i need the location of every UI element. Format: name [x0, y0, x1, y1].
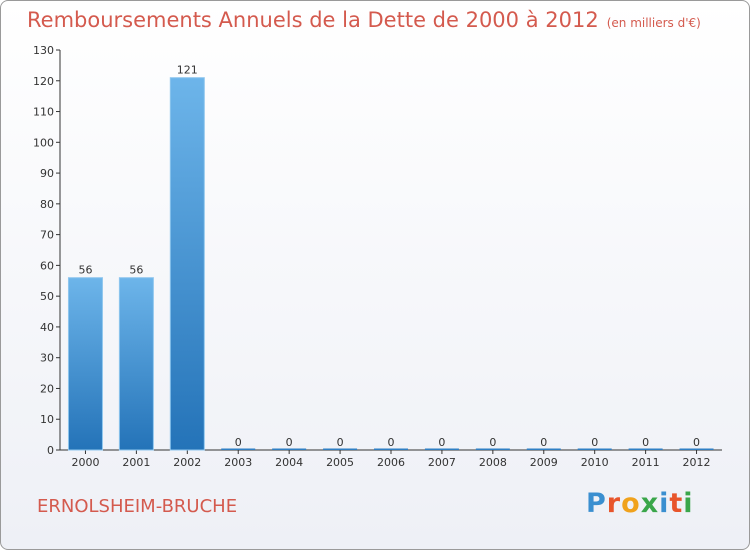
data-label: 56 [78, 264, 92, 277]
data-label: 0 [540, 436, 547, 449]
y-tick-label: 40 [40, 321, 54, 334]
data-label: 0 [337, 436, 344, 449]
bar [169, 77, 205, 451]
x-tick-label: 2001 [122, 456, 150, 469]
chart-title: Remboursements Annuels de la Dette de 20… [27, 8, 701, 32]
data-label: 0 [693, 436, 700, 449]
bar [67, 277, 103, 451]
proxiti-logo: Proxiti [586, 488, 694, 519]
data-label: 0 [642, 436, 649, 449]
logo-letter: t [669, 488, 684, 519]
bar [118, 277, 154, 451]
x-axis: 2000 2001 2002 2003 2004 2005 2006 2007 2008 2009… [60, 449, 722, 469]
y-tick-label: 70 [40, 229, 54, 242]
data-label: 0 [388, 436, 395, 449]
data-label: 0 [235, 436, 242, 449]
y-tick-label: 10 [40, 413, 54, 426]
y-axis: 0 10 20 30 40 50 60 70 80 90 100 110 120 130 [33, 44, 61, 457]
bar [577, 448, 612, 450]
bar [374, 448, 408, 450]
chart-subtitle: (en milliers d'€) [606, 16, 701, 30]
x-tick-label: 2006 [377, 456, 405, 469]
data-label: 56 [129, 264, 143, 277]
x-tick-label: 2007 [428, 456, 456, 469]
y-tick-label: 30 [40, 352, 54, 365]
logo-letter: i [683, 488, 694, 519]
logo-letter: P [586, 488, 607, 519]
data-label: 0 [438, 436, 445, 449]
logo-letter: r [606, 488, 622, 519]
x-tick-label: 2012 [683, 456, 711, 469]
y-tick-label: 120 [33, 75, 54, 88]
y-tick-label: 80 [40, 198, 54, 211]
bar [526, 448, 561, 450]
logo-letter: o [621, 488, 641, 519]
x-tick-label: 2010 [581, 456, 609, 469]
x-tick-label: 2005 [326, 456, 354, 469]
bar [424, 448, 459, 450]
y-tick-label: 130 [33, 44, 54, 57]
data-label: 0 [591, 436, 598, 449]
bars: 56 56 121 0 0 0 0 0 0 0 0 0 0 [67, 64, 714, 451]
chart-title-text: Remboursements Annuels de la Dette de 20… [27, 8, 599, 32]
bar [475, 448, 510, 450]
logo-letter: x [640, 488, 660, 519]
x-tick-label: 2000 [71, 456, 99, 469]
x-tick-label: 2009 [530, 456, 558, 469]
data-label: 121 [177, 64, 198, 77]
bar [323, 448, 358, 450]
x-tick-label: 2002 [173, 456, 201, 469]
y-tick-label: 20 [40, 382, 54, 395]
x-tick-label: 2003 [224, 456, 252, 469]
x-tick-label: 2011 [632, 456, 660, 469]
bar [679, 448, 714, 450]
x-tick-label: 2008 [479, 456, 507, 469]
bar [221, 448, 256, 450]
y-tick-label: 50 [40, 290, 54, 303]
x-tick-label: 2004 [275, 456, 303, 469]
bar [272, 448, 307, 450]
commune-name: ERNOLSHEIM-BRUCHE [37, 496, 238, 517]
y-tick-label: 0 [47, 444, 54, 457]
data-label: 0 [286, 436, 293, 449]
y-tick-label: 100 [33, 136, 54, 149]
y-tick-label: 60 [40, 259, 54, 272]
y-tick-label: 110 [33, 106, 54, 119]
bar [628, 448, 663, 450]
logo-letter: i [659, 488, 670, 519]
y-tick-label: 90 [40, 167, 54, 180]
data-label: 0 [489, 436, 496, 449]
